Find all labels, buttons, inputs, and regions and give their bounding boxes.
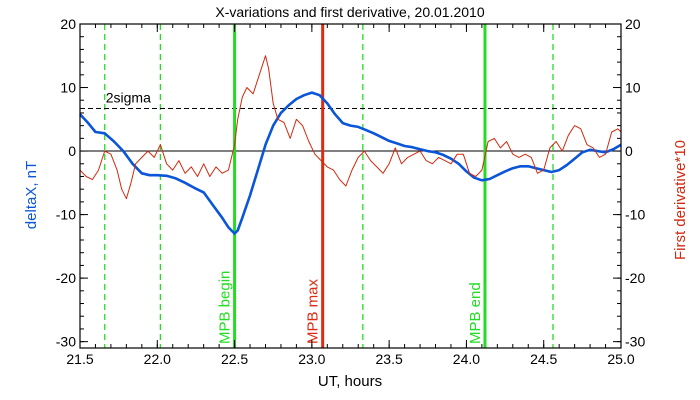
series-layer	[79, 55, 622, 235]
chart-title: X-variations and first derivative, 20.01…	[215, 4, 484, 20]
marker-label-mpb-max: MPB max	[305, 278, 322, 344]
y-axis-label-left: deltaX, nT	[23, 161, 40, 229]
x-tick-label: 21.5	[66, 351, 93, 367]
threshold-label: 2sigma	[106, 89, 151, 105]
y-tick-label-right: -20	[625, 270, 645, 286]
marker-layer: 2sigma MPB begin MPB max MPB end	[80, 24, 621, 348]
y-axis-label-right: First derivative*10	[672, 140, 689, 260]
tick-layer: 21.5 22.0 22.5 23.0 23.5 24.0 24.5 25.0 20 10 0 -10…	[56, 16, 646, 367]
y-tick-label-right: 0	[625, 143, 633, 159]
y-tick-label-left: 20	[60, 16, 76, 32]
y-tick-label-right: -10	[625, 207, 645, 223]
y-tick-label-right: 10	[625, 80, 641, 96]
x-tick-label: 24.0	[453, 351, 480, 367]
marker-label-mpb-begin: MPB begin	[217, 271, 234, 344]
y-tick-label-right: -30	[625, 334, 645, 350]
y-tick-label-left: 10	[60, 80, 76, 96]
plot-frame	[79, 23, 622, 349]
y-tick-label-left: 0	[68, 143, 76, 159]
y-tick-label-right: 20	[625, 16, 641, 32]
x-tick-label: 24.5	[530, 351, 557, 367]
x-tick-label: 22.0	[144, 351, 171, 367]
x-tick-label: 23.5	[376, 351, 403, 367]
x-axis-label: UT, hours	[318, 373, 382, 390]
x-tick-label: 22.5	[221, 351, 248, 367]
series-deltax-line	[79, 91, 622, 235]
x-tick-label: 25.0	[607, 351, 634, 367]
series-derivative-line	[79, 55, 622, 200]
y-tick-label-left: -30	[56, 334, 76, 350]
y-tick-label-left: -20	[56, 270, 76, 286]
x-tick-label: 23.0	[298, 351, 325, 367]
marker-label-mpb-end: MPB end	[467, 282, 484, 344]
y-tick-label-left: -10	[56, 207, 76, 223]
